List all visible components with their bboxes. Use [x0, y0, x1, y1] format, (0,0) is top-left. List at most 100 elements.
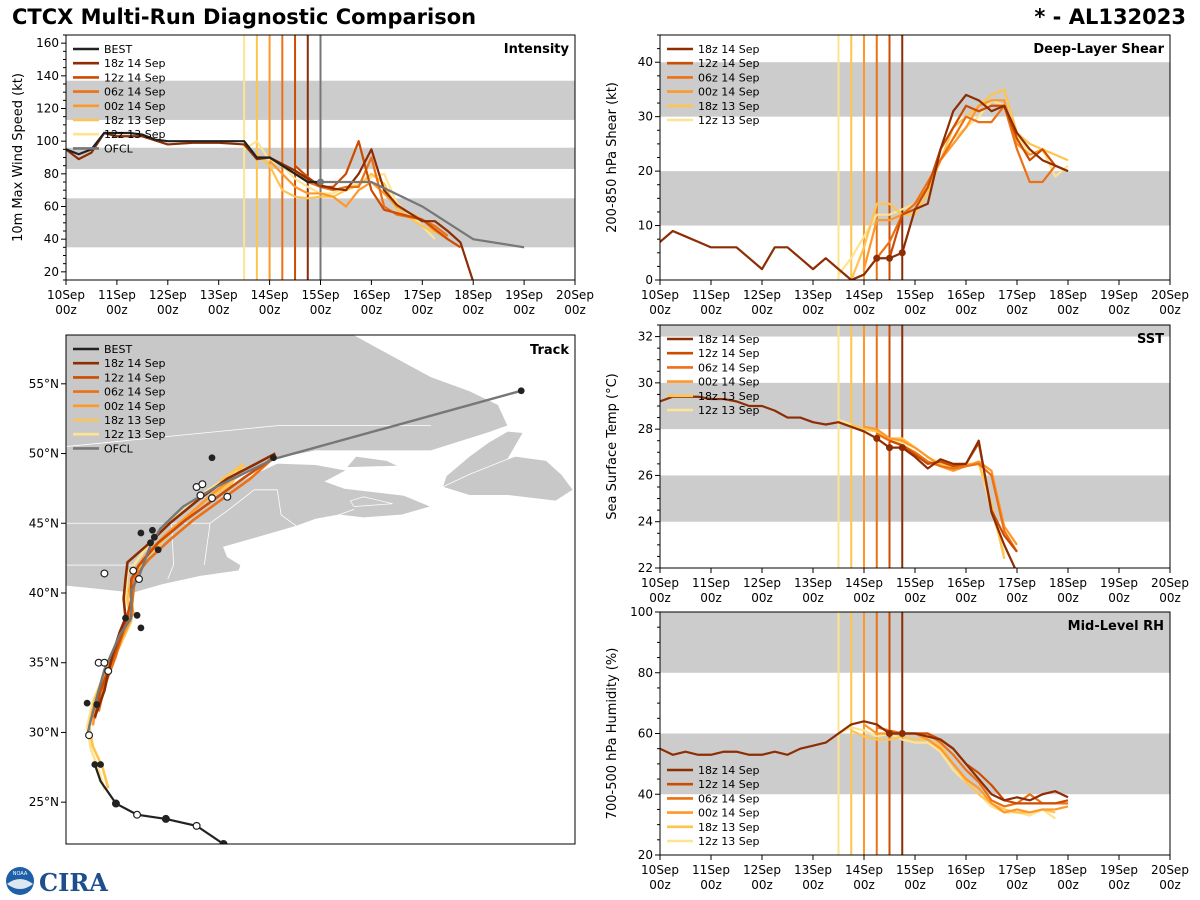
- rh-xtick-label: 00z: [1108, 878, 1130, 892]
- shear-marker: [886, 254, 893, 262]
- intensity-title: Intensity: [504, 42, 570, 57]
- shear-xtick-label: 00z: [853, 303, 875, 317]
- sst-xtick-label: 00z: [649, 591, 671, 605]
- sst-xtick-label: 13Sep: [794, 576, 832, 590]
- intensity-ytick-label: 140: [36, 69, 59, 83]
- track-title: Track: [530, 343, 569, 358]
- sst-xtick-label: 00z: [700, 591, 722, 605]
- shear-ytick-label: 40: [638, 55, 653, 69]
- track-point-hollow: [207, 494, 216, 503]
- shear-series-line: [850, 88, 1069, 280]
- border-line: [203, 523, 211, 566]
- sst-xtick-label: 00z: [955, 591, 977, 605]
- rh-xtick-label: 00z: [853, 878, 875, 892]
- rh-title: Mid-Level RH: [1068, 619, 1164, 634]
- track-point-hollow: [223, 492, 232, 501]
- rh-xtick-label: 18Sep: [1049, 863, 1087, 877]
- shear-ytick-label: 30: [638, 110, 653, 124]
- sst-legend-label: 00z 14 Sep: [698, 376, 760, 389]
- sst-ylabel: Sea Surface Temp (°C): [605, 373, 620, 520]
- sst-plot-area: [660, 325, 1170, 568]
- track-point-hollow: [100, 569, 109, 578]
- track-ytick-label: 50°N: [29, 447, 59, 461]
- shear-title: Deep-Layer Shear: [1033, 42, 1164, 57]
- intensity-xtick-label: 00z: [157, 303, 179, 317]
- sst-ytick-label: 24: [638, 515, 653, 529]
- track-point-filled: [147, 539, 154, 547]
- rh-xtick-label: 00z: [1057, 878, 1079, 892]
- page-title: CTCX Multi-Run Diagnostic Comparison: [12, 5, 477, 29]
- sst-title: SST: [1137, 332, 1164, 347]
- rh-xtick-label: 16Sep: [947, 863, 985, 877]
- intensity-ytick-label: 120: [36, 102, 59, 116]
- track-point-hollow: [104, 667, 113, 676]
- intensity-ofcl-line: [320, 180, 525, 249]
- track-point-filled: [208, 454, 216, 462]
- sst-ytick-label: 30: [638, 376, 653, 390]
- rh-ylabel: 700-500 hPa Humidity (%): [605, 648, 620, 820]
- rh-legend-label: 12z 13 Sep: [698, 835, 760, 848]
- shear-series-line: [660, 93, 1069, 280]
- shear-xtick-label: 00z: [700, 303, 722, 317]
- rh-ytick-label: 20: [638, 848, 653, 862]
- intensity-xtick-label: 16Sep: [352, 288, 390, 302]
- shear-band: [660, 171, 1170, 226]
- intensity-series-line: [294, 140, 462, 249]
- sst-xtick-label: 19Sep: [1100, 576, 1138, 590]
- sst-xtick-label: 00z: [904, 591, 926, 605]
- sst-xtick-label: 00z: [751, 591, 773, 605]
- land-shape: [441, 455, 574, 502]
- intensity-legend-label: 18z 14 Sep: [104, 57, 166, 70]
- intensity-xtick-label: 10Sep: [47, 288, 85, 302]
- shear-xtick-label: 00z: [649, 303, 671, 317]
- rh-xtick-label: 00z: [1006, 878, 1028, 892]
- land-shape: [349, 496, 393, 507]
- rh-band: [660, 612, 1170, 673]
- rh-xtick-label: 00z: [955, 878, 977, 892]
- intensity-xtick-label: 19Sep: [505, 288, 543, 302]
- track-ytick-label: 30°N: [29, 725, 59, 739]
- track-legend-label: 00z 14 Sep: [104, 400, 166, 413]
- shear-xtick-label: 17Sep: [998, 288, 1036, 302]
- border-line: [338, 508, 355, 516]
- storm-id: * - AL132023: [1034, 5, 1186, 29]
- rh-legend-label: 18z 13 Sep: [698, 821, 760, 834]
- shear-marker: [898, 249, 906, 257]
- track-point-hollow: [129, 566, 138, 575]
- rh-ytick-label: 100: [630, 605, 653, 619]
- shear-xtick-label: 16Sep: [947, 288, 985, 302]
- cira-logo: NOAA CIRA: [6, 867, 108, 896]
- shear-xtick-label: 00z: [751, 303, 773, 317]
- intensity-xtick-label: 00z: [259, 303, 281, 317]
- shear-xtick-label: 10Sep: [641, 288, 679, 302]
- sst-xtick-label: 12Sep: [743, 576, 781, 590]
- track-point-filled: [83, 699, 91, 707]
- intensity-series-line: [66, 131, 474, 280]
- intensity-ofcl-point: [317, 178, 324, 186]
- shear-xtick-label: 14Sep: [845, 288, 883, 302]
- shear-xtick-label: 11Sep: [692, 288, 730, 302]
- intensity-ytick-label: 60: [44, 200, 59, 214]
- rh-legend-label: 12z 14 Sep: [698, 778, 760, 791]
- sst-ytick-label: 26: [638, 468, 653, 482]
- track-run-line: [97, 455, 277, 712]
- rh-ytick-label: 40: [638, 787, 653, 801]
- sst-legend-label: 06z 14 Sep: [698, 361, 760, 374]
- rh-xtick-label: 00z: [904, 878, 926, 892]
- intensity-xtick-label: 00z: [208, 303, 230, 317]
- sst-ytick-label: 28: [638, 422, 653, 436]
- shear-xtick-label: 19Sep: [1100, 288, 1138, 302]
- intensity-xtick-label: 00z: [310, 303, 332, 317]
- sst-xtick-label: 14Sep: [845, 576, 883, 590]
- sst-legend-label: 18z 13 Sep: [698, 390, 760, 403]
- rh-xtick-label: 20Sep: [1151, 863, 1189, 877]
- track-point-hollow: [134, 575, 143, 584]
- track-legend-label: BEST: [104, 343, 132, 356]
- border-line: [66, 489, 297, 527]
- rh-xtick-label: 10Sep: [641, 863, 679, 877]
- rh-xtick-label: 13Sep: [794, 863, 832, 877]
- intensity-xtick-label: 12Sep: [149, 288, 187, 302]
- rh-ytick-label: 80: [638, 666, 653, 680]
